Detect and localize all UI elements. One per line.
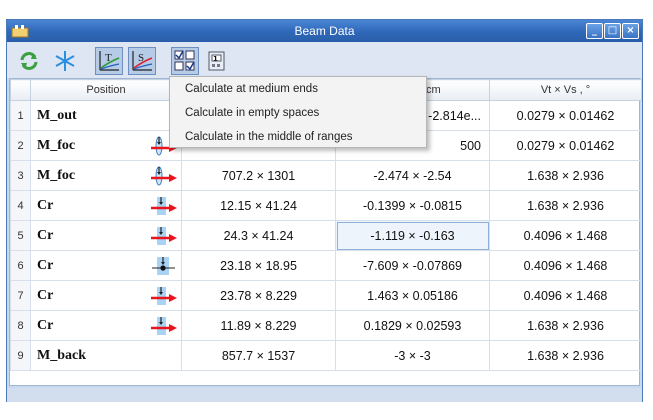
row-number[interactable]: 5: [10, 220, 31, 251]
lens-arrow-icon: [151, 166, 177, 186]
s-curve-button[interactable]: S: [128, 47, 156, 75]
element-name-cell[interactable]: M_back: [30, 340, 182, 371]
S-curve-icon: S: [132, 51, 153, 71]
radius-cell[interactable]: -0.1399 × -0.0815: [335, 190, 490, 221]
element-name-cell[interactable]: Cr: [30, 280, 182, 311]
minimize-button[interactable]: _: [586, 23, 603, 39]
element-name-cell[interactable]: M_foc: [30, 130, 182, 161]
radius-cell[interactable]: 0.1829 × 0.02593: [335, 310, 490, 341]
beam-size-cell[interactable]: 857.7 × 1537: [181, 340, 336, 371]
app-icon: [11, 25, 29, 38]
radius-cell[interactable]: -7.609 × -0.07869: [335, 250, 490, 281]
row-number-header[interactable]: [10, 79, 31, 101]
element-name: Cr: [37, 317, 54, 333]
svg-text:1: 1: [213, 55, 218, 63]
calculation-options-button[interactable]: [171, 47, 199, 75]
crystal-dot-icon: [152, 257, 175, 275]
row-number[interactable]: 7: [10, 280, 31, 311]
divergence-cell[interactable]: 1.638 × 2.936: [489, 160, 642, 191]
menu-item-middle-of-ranges[interactable]: Calculate in the middle of ranges: [185, 131, 353, 143]
svg-text:T: T: [105, 52, 112, 64]
element-name-cell[interactable]: Cr: [30, 250, 182, 281]
table-row[interactable]: 7 Cr 23.78 × 8.229 1.463 × 0.05186 0.4096 × …: [10, 280, 642, 311]
row-number[interactable]: 1: [10, 100, 31, 131]
divergence-cell[interactable]: 1.638 × 2.936: [489, 340, 642, 371]
element-name-cell[interactable]: Cr: [30, 310, 182, 341]
radius-cell[interactable]: -2.474 × -2.54: [335, 160, 490, 191]
beam-size-cell[interactable]: 24.3 × 41.24: [181, 220, 336, 251]
row-number[interactable]: 4: [10, 190, 31, 221]
status-bar: [7, 388, 642, 402]
row-number[interactable]: 3: [10, 160, 31, 191]
menu-item-medium-ends[interactable]: Calculate at medium ends: [185, 83, 318, 95]
divergence-header[interactable]: Vt × Vs , °: [489, 79, 642, 101]
element-name: M_foc: [37, 167, 76, 183]
element-name-cell[interactable]: Cr: [30, 190, 182, 221]
window-title: Beam Data: [294, 24, 355, 38]
element-name: Cr: [37, 227, 54, 243]
beam-size-cell[interactable]: 23.78 × 8.229: [181, 280, 336, 311]
element-name: M_back: [37, 347, 86, 363]
divergence-cell[interactable]: 0.4096 × 1.468: [489, 250, 642, 281]
element-name-cell[interactable]: Cr: [30, 220, 182, 251]
table-row[interactable]: 4 Cr 12.15 × 41.24 -0.1399 × -0.0815 1.638 ×…: [10, 190, 642, 221]
close-button[interactable]: ×: [622, 23, 639, 39]
crystal-arrow-icon: [151, 227, 177, 245]
beam-size-cell[interactable]: 12.15 × 41.24: [181, 190, 336, 221]
element-name: Cr: [37, 197, 54, 213]
checkbox-grid-icon: [174, 50, 195, 71]
row-number[interactable]: 8: [10, 310, 31, 341]
calculation-context-menu: Calculate at medium ends Calculate in em…: [169, 76, 427, 148]
divergence-cell[interactable]: 1.638 × 2.936: [489, 190, 642, 221]
row-number[interactable]: 9: [10, 340, 31, 371]
maximize-button[interactable]: □: [604, 23, 621, 39]
calculator-icon: 1: [208, 51, 225, 71]
svg-text:S: S: [138, 52, 144, 64]
crystal-arrow-icon: [151, 197, 177, 215]
refresh-button[interactable]: [15, 47, 43, 75]
table-row[interactable]: 9 M_back 857.7 × 1537 -3 × -3 1.638 × 2.936: [10, 340, 642, 371]
title-bar[interactable]: Beam Data _ □ ×: [7, 20, 642, 42]
divergence-cell[interactable]: 0.0279 × 0.01462: [489, 130, 642, 161]
table-row[interactable]: 3 M_foc 707.2 × 1301 -2.474 × -2.54 1.638 × …: [10, 160, 642, 191]
crystal-arrow-icon: [151, 317, 177, 335]
beam-size-cell[interactable]: 23.18 × 18.95: [181, 250, 336, 281]
snowflake-icon: [55, 51, 75, 71]
beam-size-cell[interactable]: 707.2 × 1301: [181, 160, 336, 191]
toolbar: T S: [7, 42, 642, 78]
table-row[interactable]: 6 Cr 23.18 × 18.95 -7.609 × -0.07869 0.4096 …: [10, 250, 642, 281]
table-row[interactable]: 5 Cr 24.3 × 41.24 -1.119 × -0.163 0.4096 × 1…: [10, 220, 642, 251]
lens-arrow-icon: [151, 136, 177, 156]
element-name: Cr: [37, 287, 54, 303]
table-row[interactable]: 8 Cr 11.89 × 8.229 0.1829 × 0.02593 1.638 × …: [10, 310, 642, 341]
divergence-cell[interactable]: 0.4096 × 1.468: [489, 280, 642, 311]
t-curve-button[interactable]: T: [95, 47, 123, 75]
divergence-cell[interactable]: 1.638 × 2.936: [489, 310, 642, 341]
element-name: M_foc: [37, 137, 76, 153]
row-number[interactable]: 2: [10, 130, 31, 161]
divergence-cell[interactable]: 0.0279 × 0.01462: [489, 100, 642, 131]
radius-cell[interactable]: 1.463 × 0.05186: [335, 280, 490, 311]
crystal-arrow-icon: [151, 287, 177, 305]
position-header[interactable]: Position: [30, 79, 182, 101]
element-name-cell[interactable]: M_foc: [30, 160, 182, 191]
radius-cell[interactable]: -3 × -3: [335, 340, 490, 371]
element-name: Cr: [37, 257, 54, 273]
refresh-icon: [20, 52, 38, 70]
T-curve-icon: T: [99, 51, 120, 71]
element-name: M_out: [37, 107, 77, 123]
radius-cell[interactable]: -1.119 × -0.163: [335, 220, 490, 251]
divergence-cell[interactable]: 0.4096 × 1.468: [489, 220, 642, 251]
calculator-button[interactable]: 1: [204, 47, 232, 75]
element-name-cell[interactable]: M_out: [30, 100, 182, 131]
menu-item-empty-spaces[interactable]: Calculate in empty spaces: [185, 107, 320, 119]
freeze-button[interactable]: [51, 47, 79, 75]
beam-size-cell[interactable]: 11.89 × 8.229: [181, 310, 336, 341]
row-number[interactable]: 6: [10, 250, 31, 281]
